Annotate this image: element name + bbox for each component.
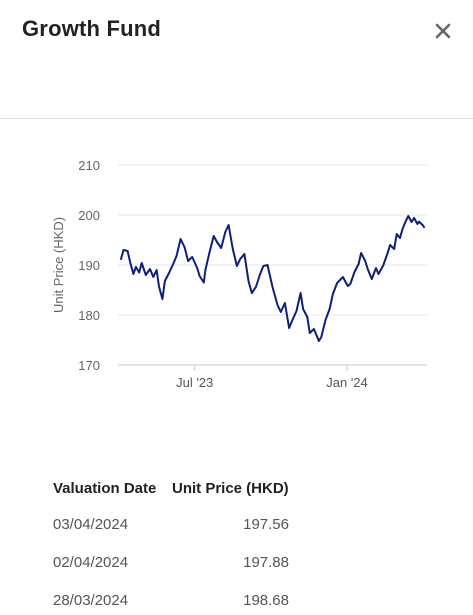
row-date: 28/03/2024: [53, 592, 129, 609]
row-price: 198.68: [243, 592, 289, 609]
close-icon: [435, 23, 451, 39]
modal-title: Growth Fund: [22, 16, 162, 41]
table-row: 03/04/2024 197.56: [0, 508, 473, 546]
table-row: 28/03/2024 198.68: [0, 584, 473, 615]
modal-header: Growth Fund: [0, 0, 473, 119]
y-tick-label: 170: [78, 358, 100, 373]
price-series-line: [120, 215, 425, 342]
x-tick-label: Jul '23: [176, 375, 213, 390]
row-date: 02/04/2024: [53, 554, 129, 571]
y-tick-label: 200: [78, 208, 100, 223]
row-price: 197.88: [243, 554, 289, 571]
y-axis-label: Unit Price (HKD): [51, 217, 66, 313]
table-header: Valuation Date Unit Price (HKD): [0, 470, 473, 508]
price-table: Valuation Date Unit Price (HKD) 03/04/20…: [0, 470, 473, 615]
y-tick-label: 210: [78, 158, 100, 173]
column-header-valuation-date: Valuation Date: [53, 480, 157, 497]
price-chart-svg: 170 180 190 200 210 Unit Price (HKD) Jul '23 Ja…: [51, 158, 427, 390]
y-tick-label: 180: [78, 308, 100, 323]
price-chart: 170 180 190 200 210 Unit Price (HKD) Jul '23 Ja…: [0, 140, 473, 410]
column-header-unit-price: Unit Price (HKD): [172, 480, 289, 497]
table-row: 02/04/2024 197.88: [0, 546, 473, 584]
row-price: 197.56: [243, 516, 289, 533]
row-date: 03/04/2024: [53, 516, 129, 533]
x-tick-label: Jan '24: [326, 375, 368, 390]
y-tick-label: 190: [78, 258, 100, 273]
close-button[interactable]: [430, 18, 456, 44]
